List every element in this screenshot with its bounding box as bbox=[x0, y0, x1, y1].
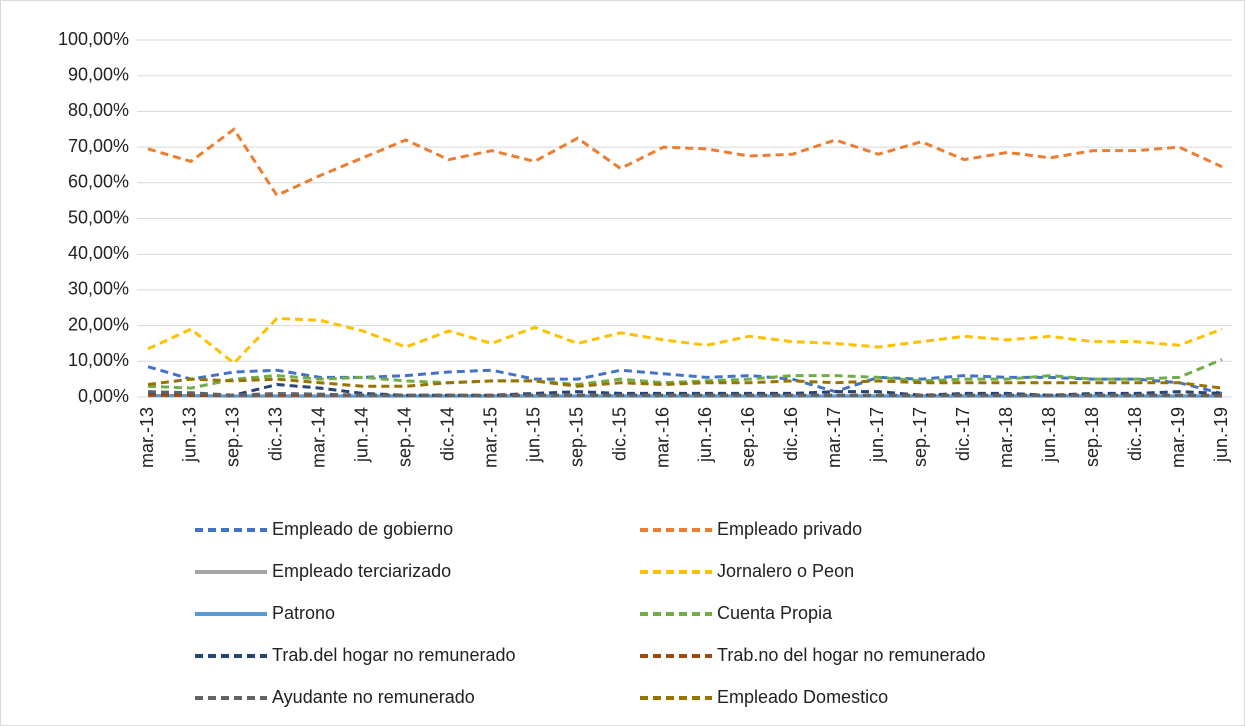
legend-label: Empleado Domestico bbox=[717, 687, 888, 707]
series-line bbox=[147, 377, 1223, 390]
x-tick-label: jun.-18 bbox=[1039, 407, 1059, 463]
x-tick-label: mar.-15 bbox=[480, 407, 500, 468]
x-tick-label: mar.-17 bbox=[824, 407, 844, 468]
x-tick-label: sep.-13 bbox=[223, 407, 243, 467]
legend-label: Jornalero o Peon bbox=[717, 561, 854, 581]
x-tick-label: jun.-14 bbox=[352, 407, 372, 463]
series-line bbox=[147, 358, 1223, 390]
y-tick-label: 70,00% bbox=[68, 136, 129, 156]
x-tick-label: jun.-17 bbox=[867, 407, 887, 463]
x-tick-label: dic.-15 bbox=[609, 407, 629, 461]
x-tick-label: sep.-16 bbox=[738, 407, 758, 467]
x-tick-label: mar.-19 bbox=[1168, 407, 1188, 468]
x-tick-label: jun.-16 bbox=[695, 407, 715, 463]
x-tick-label: mar.-18 bbox=[996, 407, 1016, 468]
x-tick-label: dic.-14 bbox=[437, 407, 457, 461]
y-tick-label: 90,00% bbox=[68, 64, 129, 84]
y-tick-label: 80,00% bbox=[68, 100, 129, 120]
series-line bbox=[147, 390, 1223, 398]
x-tick-label: sep.-15 bbox=[566, 407, 586, 467]
legend-label: Patrono bbox=[272, 603, 335, 623]
y-tick-label: 40,00% bbox=[68, 243, 129, 263]
series-line bbox=[147, 127, 1223, 198]
y-tick-label: 50,00% bbox=[68, 207, 129, 227]
y-tick-label: 20,00% bbox=[68, 314, 129, 334]
x-tick-label: dic.-16 bbox=[781, 407, 801, 461]
x-tick-label: dic.-18 bbox=[1125, 407, 1145, 461]
x-tick-label: jun.-13 bbox=[180, 407, 200, 463]
series-line bbox=[147, 382, 1223, 397]
x-tick-label: jun.-19 bbox=[1211, 407, 1231, 463]
legend-label: Trab.del hogar no remunerado bbox=[272, 645, 515, 665]
y-tick-label: 100,00% bbox=[58, 29, 129, 49]
y-tick-label: 60,00% bbox=[68, 172, 129, 192]
x-tick-label: mar.-13 bbox=[137, 407, 157, 468]
x-tick-label: mar.-14 bbox=[309, 407, 329, 468]
x-tick-label: jun.-15 bbox=[523, 407, 543, 463]
legend-label: Empleado terciarizado bbox=[272, 561, 451, 581]
legend-label: Trab.no del hogar no remunerado bbox=[717, 645, 986, 665]
series-line bbox=[147, 316, 1223, 366]
x-tick-label: dic.-13 bbox=[266, 407, 286, 461]
legend-label: Ayudante no remunerado bbox=[272, 687, 475, 707]
x-tick-label: dic.-17 bbox=[953, 407, 973, 461]
legend-label: Cuenta Propia bbox=[717, 603, 833, 623]
legend-label: Empleado privado bbox=[717, 519, 862, 539]
x-tick-label: sep.-17 bbox=[910, 407, 930, 467]
x-tick-label: sep.-18 bbox=[1082, 407, 1102, 467]
y-tick-label: 30,00% bbox=[68, 279, 129, 299]
y-tick-label: 10,00% bbox=[68, 350, 129, 370]
x-tick-label: mar.-16 bbox=[652, 407, 672, 468]
legend-label: Empleado de gobierno bbox=[272, 519, 453, 539]
y-tick-label: 0,00% bbox=[78, 386, 129, 406]
x-tick-label: sep.-14 bbox=[395, 407, 415, 467]
